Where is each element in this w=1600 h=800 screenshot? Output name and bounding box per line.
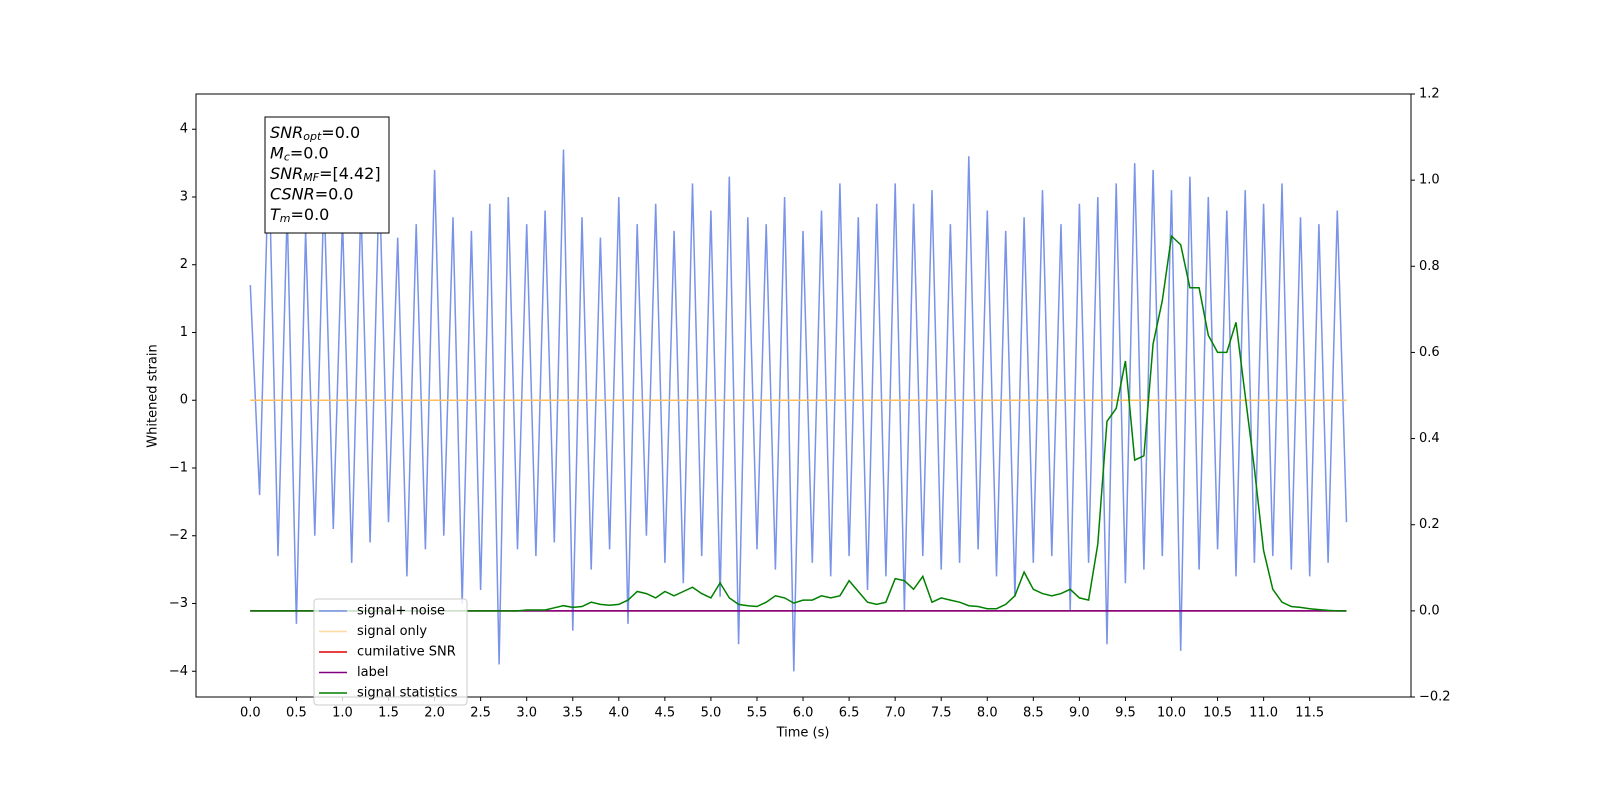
y2-tick-label: 0.6 bbox=[1419, 345, 1440, 360]
x-tick-label: 0.0 bbox=[240, 706, 261, 721]
annotation-line: SNRopt=0.0 bbox=[270, 123, 360, 144]
annotation-subscript: c bbox=[284, 151, 290, 164]
x-tick-label: 10.0 bbox=[1157, 706, 1186, 721]
series-line bbox=[249, 149, 1348, 672]
x-tick-label: 1.5 bbox=[378, 706, 399, 721]
y-tick-label: 4 bbox=[180, 122, 188, 137]
x-tick-label: 6.5 bbox=[839, 706, 860, 721]
annotation-value: =0.0 bbox=[321, 123, 360, 142]
x-tick-label: 7.0 bbox=[885, 706, 906, 721]
x-tick-label: 9.5 bbox=[1115, 706, 1136, 721]
annotation-symbol: T bbox=[270, 205, 281, 224]
x-tick-label: 4.5 bbox=[655, 706, 676, 721]
annotation-value: =[4.42] bbox=[319, 164, 381, 183]
annotation-symbol: SNR bbox=[270, 123, 303, 142]
annotation-frame bbox=[264, 116, 390, 234]
y-tick-label: 1 bbox=[180, 325, 188, 340]
y2-tick-label: 0.8 bbox=[1419, 259, 1440, 274]
x-tick-label: 11.5 bbox=[1295, 706, 1324, 721]
annotation-symbol: CSNR bbox=[270, 184, 315, 203]
x-tick-label: 10.5 bbox=[1203, 706, 1232, 721]
y-tick-label: −3 bbox=[169, 596, 188, 611]
y2-tick-label: 1.2 bbox=[1419, 87, 1440, 102]
legend-label: signal+ noise bbox=[357, 604, 445, 619]
x-tick-label: 2.0 bbox=[424, 706, 445, 721]
y-tick-label: −4 bbox=[169, 664, 188, 679]
x-tick-label: 7.5 bbox=[931, 706, 952, 721]
x-tick-label: 2.5 bbox=[470, 706, 491, 721]
legend-label: cumilative SNR bbox=[357, 645, 456, 660]
x-tick-label: 3.0 bbox=[516, 706, 537, 721]
annotation-symbol: SNR bbox=[270, 164, 303, 183]
annotation-line: CSNR=0.0 bbox=[270, 184, 354, 203]
x-tick-label: 5.5 bbox=[747, 706, 768, 721]
annotation-line: Mc=0.0 bbox=[270, 143, 329, 164]
y2-tick-label: 0.0 bbox=[1419, 603, 1440, 618]
x-tick-label: 1.0 bbox=[332, 706, 353, 721]
y-tick-label: −1 bbox=[169, 460, 188, 475]
legend-label: signal statistics bbox=[357, 686, 458, 701]
legend-label: signal only bbox=[357, 624, 427, 639]
x-axis-label: Time (s) bbox=[776, 726, 830, 741]
annotation-line: Tm=0.0 bbox=[270, 205, 329, 226]
annotation-value: =0.0 bbox=[291, 205, 330, 224]
annotation-line: SNRMF=[4.42] bbox=[270, 164, 381, 185]
x-tick-label: 0.5 bbox=[286, 706, 307, 721]
annotation-value: =0.0 bbox=[315, 184, 354, 203]
x-tick-label: 5.0 bbox=[701, 706, 722, 721]
x-tick-label: 8.0 bbox=[977, 706, 998, 721]
legend-label: label bbox=[357, 665, 388, 680]
legend: signal+ noise signal only cumilative SNR la… bbox=[313, 598, 468, 706]
x-tick-label: 3.5 bbox=[562, 706, 583, 721]
annotation-subscript: opt bbox=[303, 130, 322, 143]
legend-frame bbox=[313, 598, 468, 706]
annotation-box: SNRopt=0.0Mc=0.0SNRMF=[4.42]CSNR=0.0Tm=0… bbox=[264, 116, 390, 234]
y-axis-label: Whitened strain bbox=[146, 344, 161, 447]
x-tick-label: 8.5 bbox=[1023, 706, 1044, 721]
x-tick-label: 11.0 bbox=[1249, 706, 1278, 721]
y2-tick-label: 0.4 bbox=[1419, 431, 1440, 446]
annotation-subscript: m bbox=[280, 212, 291, 225]
annotation-symbol: M bbox=[270, 143, 284, 162]
y-tick-label: 0 bbox=[180, 393, 188, 408]
annotation-subscript: MF bbox=[303, 171, 319, 184]
x-tick-label: 4.0 bbox=[608, 706, 629, 721]
x-tick-label: 6.0 bbox=[793, 706, 814, 721]
y2-tick-label: −0.2 bbox=[1419, 690, 1451, 705]
y-tick-label: 2 bbox=[180, 257, 188, 272]
annotation-value: =0.0 bbox=[290, 143, 329, 162]
y-tick-label: −2 bbox=[169, 528, 188, 543]
y-tick-label: 3 bbox=[180, 189, 188, 204]
y2-tick-label: 0.2 bbox=[1419, 517, 1440, 532]
x-tick-label: 9.0 bbox=[1069, 706, 1090, 721]
y2-tick-label: 1.0 bbox=[1419, 173, 1440, 188]
